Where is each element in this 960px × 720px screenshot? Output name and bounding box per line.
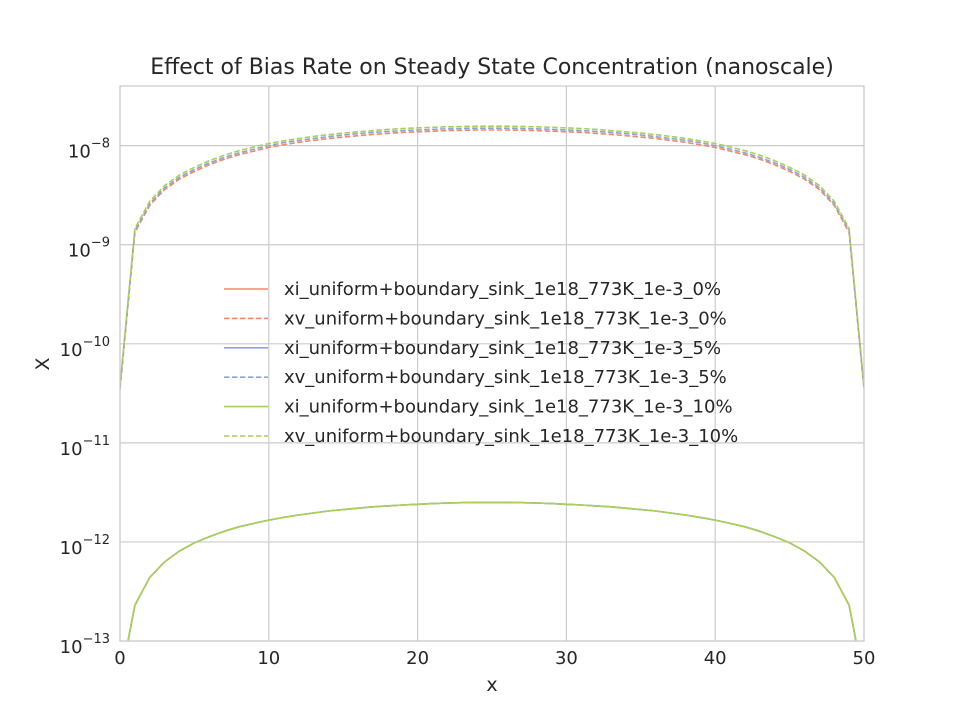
legend-label: xv_uniform+boundary_sink_1e18_773K_1e-3_…: [284, 308, 727, 329]
series-line: [120, 127, 864, 388]
legend-label: xv_uniform+boundary_sink_1e18_773K_1e-3_…: [284, 367, 727, 388]
y-tick-labels: 10−8 10−9 10−10 10−11 10−12 10−13: [60, 137, 110, 658]
legend-label: xi_uniform+boundary_sink_1e18_773K_1e-3_…: [284, 279, 721, 300]
legend-label: xv_uniform+boundary_sink_1e18_773K_1e-3_…: [284, 426, 738, 447]
y-axis-label: X: [32, 357, 54, 370]
plot-frame: [119, 85, 865, 642]
series-line: [120, 125, 864, 386]
x-tick-labels: 0 10 20 30 40 50: [114, 648, 875, 669]
x-axis-label: x: [486, 674, 497, 696]
plot-area: [120, 86, 864, 641]
y-tick-label: 10−11: [60, 434, 110, 460]
chart-title: Effect of Bias Rate on Steady State Conc…: [150, 55, 834, 80]
grid: [119, 86, 865, 642]
y-tick-label: 10−8: [68, 137, 110, 163]
series-line: [120, 129, 864, 390]
series-layer: [120, 125, 864, 641]
legend: xi_uniform+boundary_sink_1e18_773K_1e-3_…: [224, 279, 738, 447]
legend-label: xi_uniform+boundary_sink_1e18_773K_1e-3_…: [284, 397, 733, 418]
y-tick-label: 10−13: [60, 632, 110, 658]
legend-label: xi_uniform+boundary_sink_1e18_773K_1e-3_…: [284, 338, 721, 359]
x-tick-label: 30: [555, 648, 578, 669]
y-tick-label: 10−12: [60, 533, 110, 559]
x-tick-label: 10: [257, 648, 280, 669]
x-tick-label: 0: [114, 648, 125, 669]
x-tick-label: 40: [704, 648, 727, 669]
x-tick-label: 20: [406, 648, 429, 669]
y-tick-label: 10−10: [60, 335, 110, 361]
x-tick-label: 50: [853, 648, 876, 669]
series-line: [127, 501, 857, 641]
y-tick-label: 10−9: [68, 236, 110, 262]
